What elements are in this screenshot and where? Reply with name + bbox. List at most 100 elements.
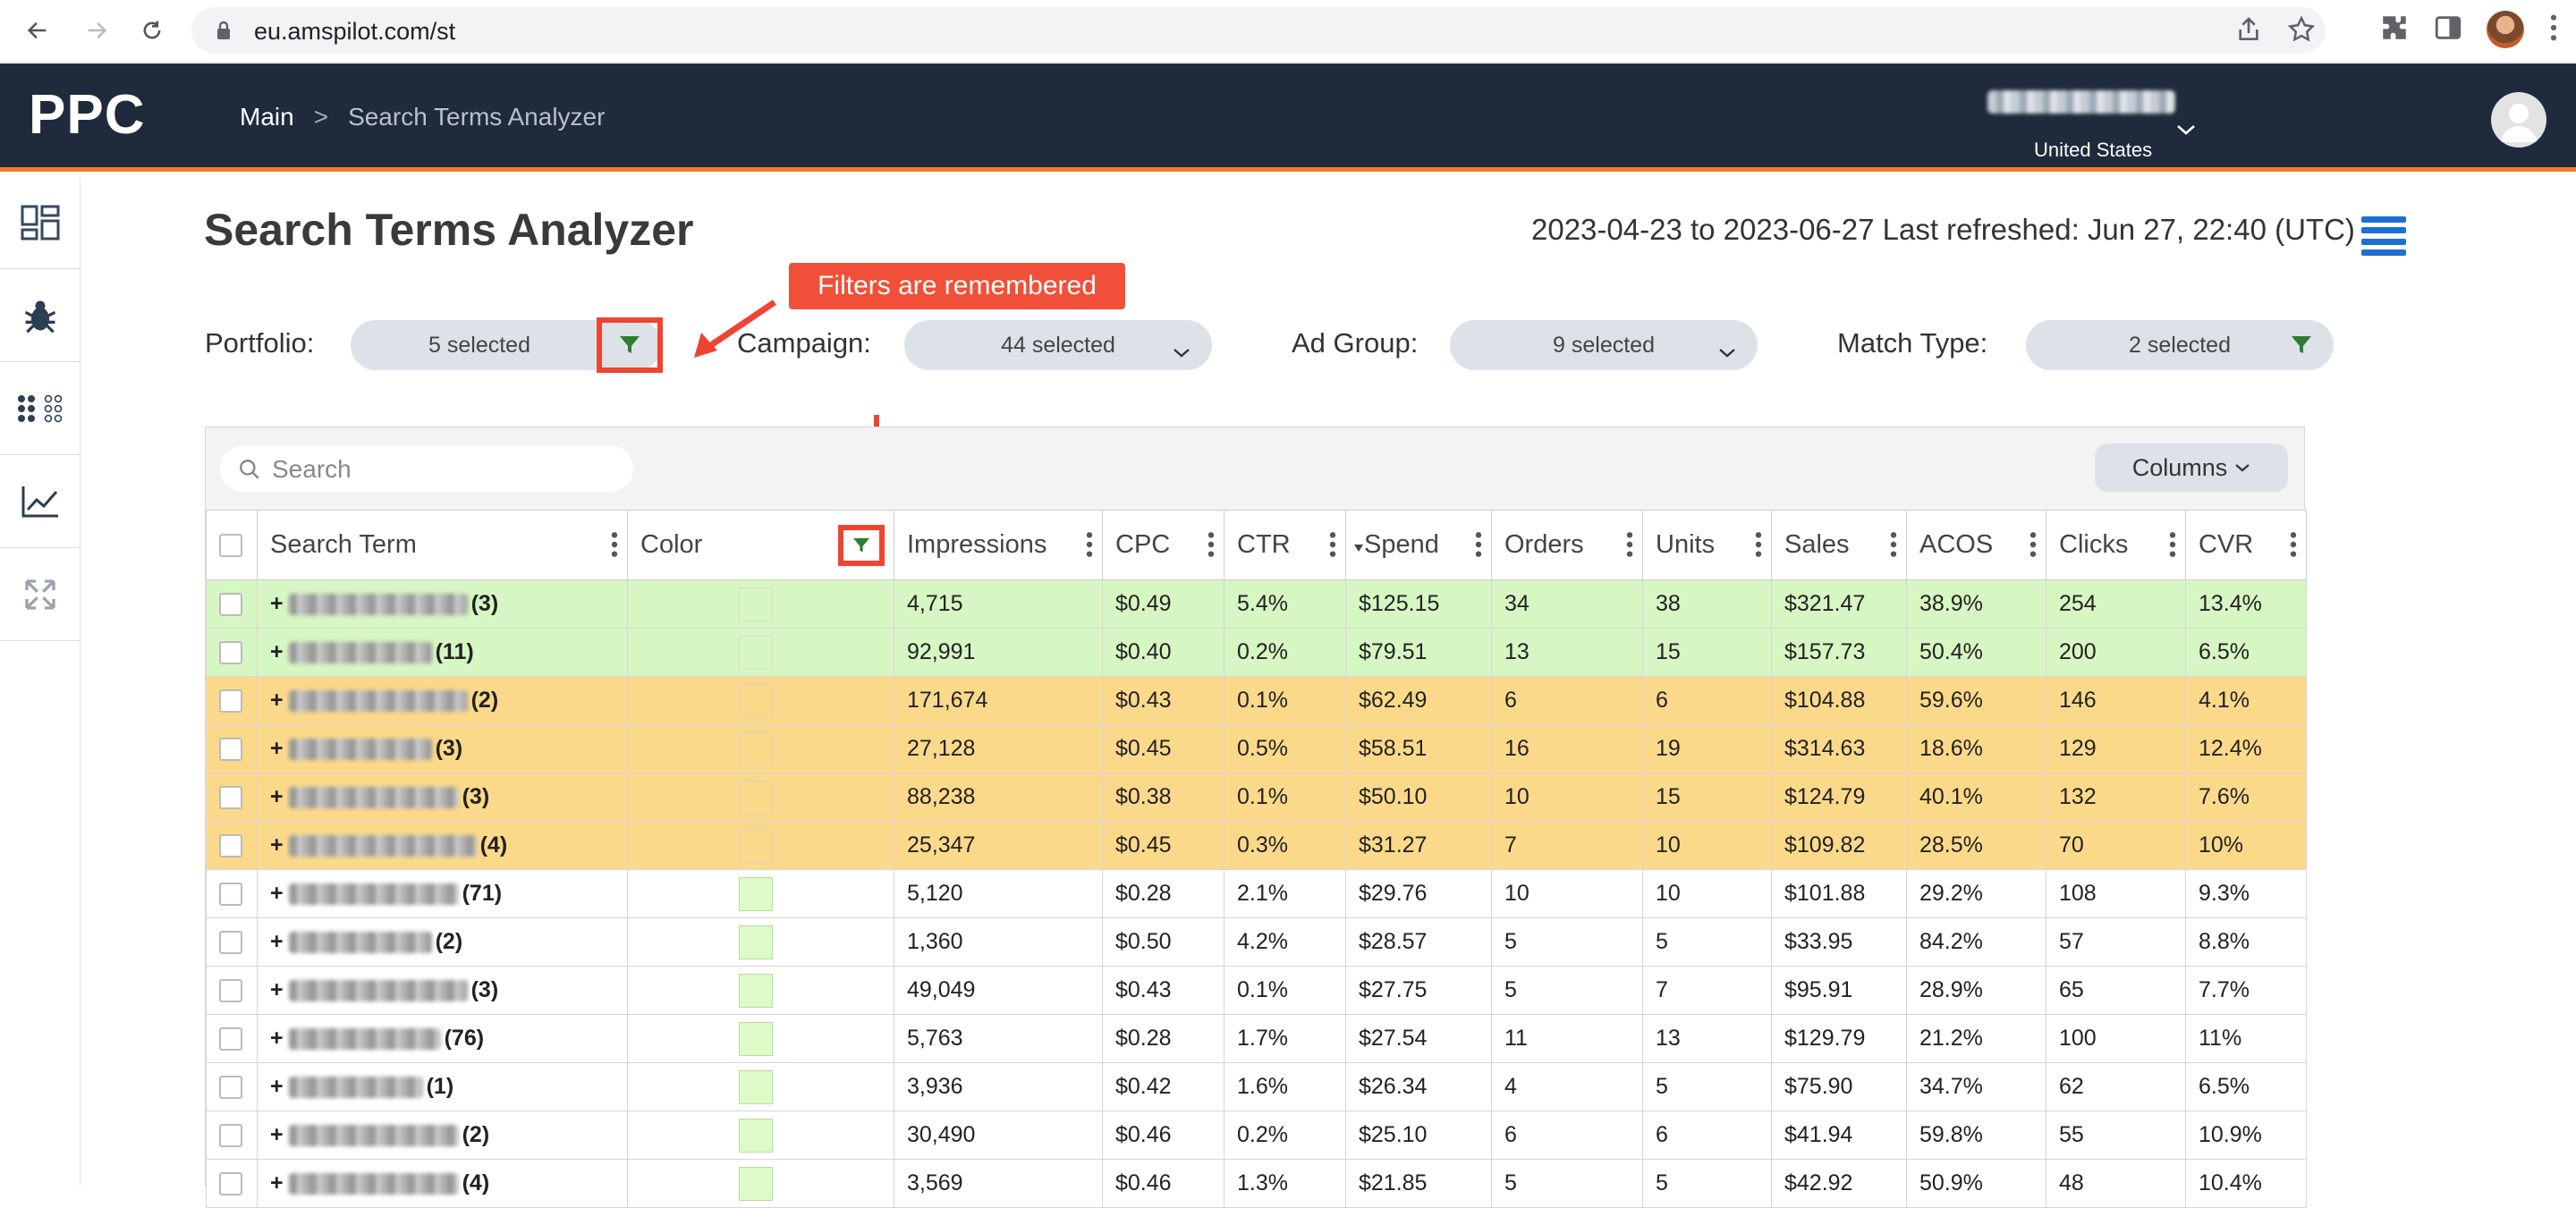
row-checkbox[interactable] <box>219 1027 242 1052</box>
column-header-sales[interactable]: Sales <box>1771 510 1907 580</box>
row-select-cell[interactable] <box>206 917 258 967</box>
color-swatch[interactable] <box>739 635 773 670</box>
color-cell[interactable] <box>627 1014 894 1063</box>
row-select-cell[interactable] <box>206 628 258 677</box>
row-select-cell[interactable] <box>206 724 258 773</box>
search-term-cell[interactable]: + (1) <box>257 1062 628 1111</box>
column-menu-icon[interactable] <box>2169 530 2176 559</box>
color-cell[interactable] <box>627 966 894 1015</box>
color-swatch[interactable] <box>739 1021 773 1056</box>
search-term-cell[interactable]: + (3) <box>257 579 628 629</box>
color-swatch[interactable] <box>739 587 773 621</box>
account-selector[interactable]: United States <box>1977 83 2209 161</box>
browser-menu-icon[interactable] <box>2547 13 2560 47</box>
column-menu-icon[interactable] <box>2029 530 2037 559</box>
color-swatch[interactable] <box>739 876 773 911</box>
profile-avatar[interactable] <box>2487 11 2524 48</box>
column-header-search-term[interactable]: Search Term <box>257 510 628 580</box>
row-select-cell[interactable] <box>206 1062 258 1111</box>
sidebar-item-bug[interactable] <box>0 269 80 362</box>
column-header-cpc[interactable]: CPC <box>1102 510 1224 580</box>
row-select-cell[interactable] <box>206 579 258 629</box>
color-cell[interactable] <box>627 724 894 773</box>
row-checkbox[interactable] <box>219 834 242 858</box>
column-menu-icon[interactable] <box>2290 530 2297 559</box>
expand-plus-icon[interactable]: + <box>270 832 284 857</box>
row-checkbox[interactable] <box>219 593 242 617</box>
back-arrow-icon[interactable] <box>20 13 55 48</box>
app-logo[interactable]: PPC <box>29 84 146 146</box>
search-term-cell[interactable]: + (3) <box>257 966 628 1015</box>
row-select-cell[interactable] <box>206 869 258 918</box>
table-row[interactable]: + (2) 171,674 $0.43 0.1% $62.49 6 6 $104.88 59.6%… <box>206 676 2307 725</box>
filter-funnel-icon[interactable] <box>2291 335 2312 361</box>
color-cell[interactable] <box>627 628 894 677</box>
expand-plus-icon[interactable]: + <box>270 639 284 664</box>
column-menu-icon[interactable] <box>1475 530 1482 559</box>
user-avatar[interactable] <box>2491 92 2546 148</box>
color-swatch[interactable] <box>739 1118 773 1153</box>
color-cell[interactable] <box>627 821 894 870</box>
row-select-cell[interactable] <box>206 676 258 725</box>
table-row[interactable]: + (71) 5,120 $0.28 2.1% $29.76 10 10 $101.88 29.2… <box>206 869 2307 918</box>
extensions-puzzle-icon[interactable] <box>2379 13 2410 47</box>
table-row[interactable]: + (3) 4,715 $0.49 5.4% $125.15 34 38 $321.47 38.9… <box>206 579 2307 629</box>
table-row[interactable]: + (3) 49,049 $0.43 0.1% $27.75 5 7 $95.91 28.9% 65… <box>206 966 2307 1015</box>
column-header-orders[interactable]: Orders <box>1491 510 1643 580</box>
search-term-cell[interactable]: + (4) <box>257 821 628 870</box>
table-row[interactable]: + (76) 5,763 $0.28 1.7% $27.54 11 13 $129.79 21.2… <box>206 1014 2307 1063</box>
table-row[interactable]: + (3) 27,128 $0.45 0.5% $58.51 16 19 $314.63 18.6… <box>206 724 2307 773</box>
row-checkbox[interactable] <box>219 689 242 714</box>
color-cell[interactable] <box>627 773 894 822</box>
color-swatch[interactable] <box>739 731 773 766</box>
color-cell[interactable] <box>627 579 894 629</box>
color-swatch[interactable] <box>739 828 773 863</box>
share-icon[interactable] <box>2234 14 2263 49</box>
expand-plus-icon[interactable]: + <box>270 1170 284 1195</box>
row-select-cell[interactable] <box>206 1014 258 1063</box>
expand-plus-icon[interactable]: + <box>270 1074 284 1099</box>
color-cell[interactable] <box>627 917 894 967</box>
row-select-cell[interactable] <box>206 821 258 870</box>
sidebar-item-grid[interactable] <box>0 362 80 455</box>
sidebar-item-analytics[interactable] <box>0 455 80 548</box>
row-checkbox[interactable] <box>219 1172 242 1196</box>
expand-plus-icon[interactable]: + <box>270 688 284 713</box>
column-header-clicks[interactable]: Clicks <box>2046 510 2186 580</box>
column-menu-icon[interactable] <box>1208 530 1215 559</box>
ad-group-select[interactable]: 9 selected <box>1450 320 1758 370</box>
search-term-cell[interactable]: + (2) <box>257 676 628 725</box>
color-cell[interactable] <box>627 1159 894 1208</box>
row-checkbox[interactable] <box>219 1124 242 1148</box>
table-row[interactable]: + (4) 3,569 $0.46 1.3% $21.85 5 5 $42.92 50.9% 48 1… <box>206 1159 2307 1208</box>
color-filter-icon[interactable] <box>838 525 885 566</box>
column-menu-icon[interactable] <box>1329 530 1336 559</box>
column-menu-icon[interactable] <box>611 530 618 559</box>
column-header-acos[interactable]: ACOS <box>1906 510 2046 580</box>
column-menu-icon[interactable] <box>1086 530 1093 559</box>
search-term-cell[interactable]: + (3) <box>257 773 628 822</box>
search-term-cell[interactable]: + (3) <box>257 724 628 773</box>
expand-plus-icon[interactable]: + <box>270 881 284 906</box>
color-cell[interactable] <box>627 869 894 918</box>
table-row[interactable]: + (11) 92,991 $0.40 0.2% $79.51 13 15 $157.73 50.… <box>206 628 2307 677</box>
expand-plus-icon[interactable]: + <box>270 929 284 954</box>
search-term-cell[interactable]: + (11) <box>257 628 628 677</box>
column-header-ctr[interactable]: CTR <box>1224 510 1346 580</box>
select-all-checkbox[interactable] <box>219 534 242 558</box>
expand-plus-icon[interactable]: + <box>270 736 284 761</box>
sidebar-item-expand[interactable] <box>0 548 80 641</box>
expand-plus-icon[interactable]: + <box>270 1122 284 1147</box>
row-select-cell[interactable] <box>206 966 258 1015</box>
reload-icon[interactable] <box>134 13 170 48</box>
row-checkbox[interactable] <box>219 979 242 1003</box>
color-swatch[interactable] <box>739 973 773 1008</box>
table-row[interactable]: + (1) 3,936 $0.42 1.6% $26.34 4 5 $75.90 34.7% 62 6… <box>206 1062 2307 1111</box>
column-header-color[interactable]: Color <box>627 510 894 580</box>
color-swatch[interactable] <box>739 683 773 718</box>
table-row[interactable]: + (4) 25,347 $0.45 0.3% $31.27 7 10 $109.82 28.5%… <box>206 821 2307 870</box>
table-row[interactable]: + (3) 88,238 $0.38 0.1% $50.10 10 15 $124.79 40.1… <box>206 773 2307 822</box>
breadcrumb-main-link[interactable]: Main <box>240 103 294 131</box>
hamburger-menu-icon[interactable] <box>2361 216 2406 256</box>
color-cell[interactable] <box>627 1062 894 1111</box>
